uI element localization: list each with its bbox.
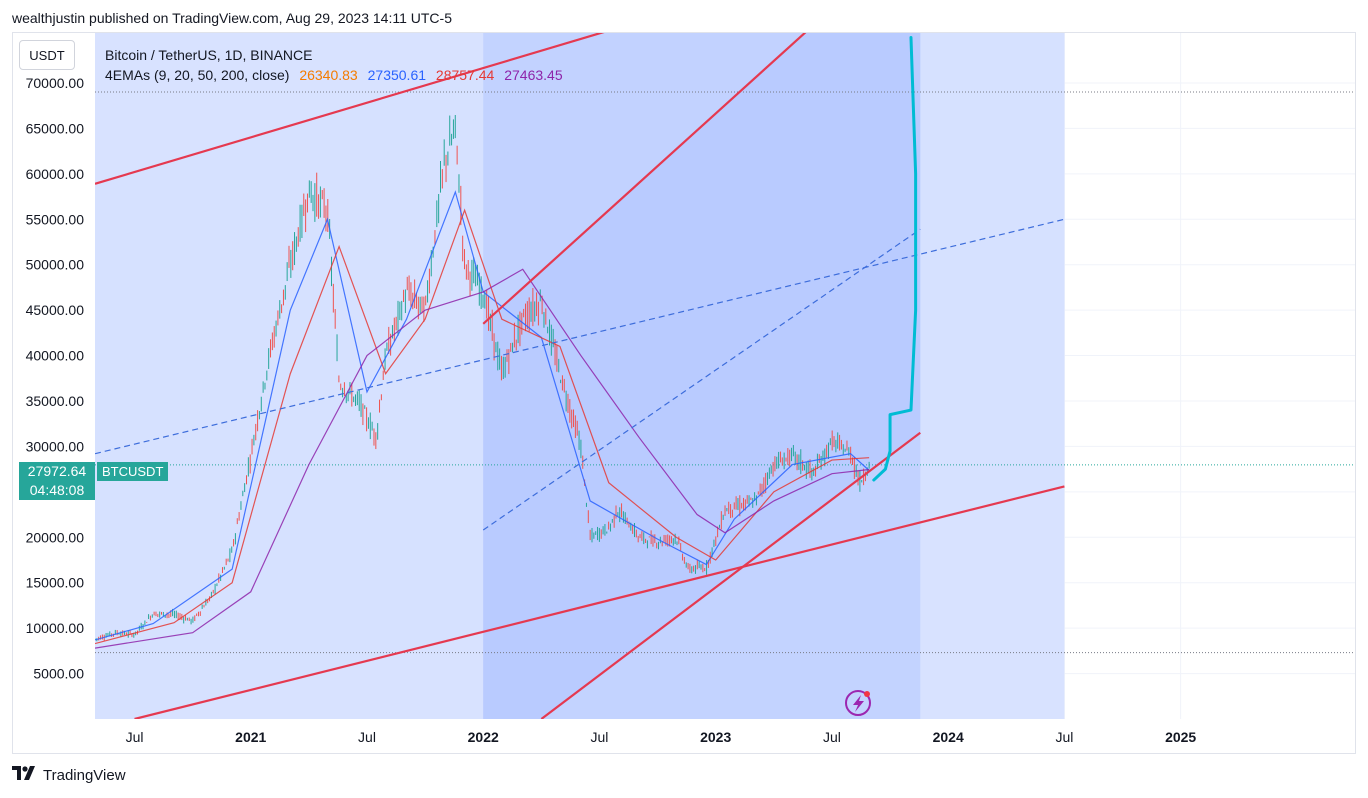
x-tick-label-2: Jul <box>358 729 376 745</box>
y-tick-label-7: 40000.00 <box>26 348 85 364</box>
channel-shading <box>95 33 1065 719</box>
symbol-tag: BTCUSDT <box>97 462 169 481</box>
tradingview-brand: TradingView <box>43 767 126 784</box>
chart-frame <box>12 32 1356 754</box>
y-tick-label-12: 65000.00 <box>26 120 85 136</box>
ema-lines <box>95 190 870 649</box>
dashed-trend-line-1 <box>482 228 921 531</box>
price-series <box>95 115 870 642</box>
projection-path <box>872 36 918 482</box>
x-axis: Jul 2021 Jul 2022 Jul 2023 Jul 2024 Jul 2025 <box>126 729 1197 745</box>
last-price: 27972.64 <box>27 463 87 479</box>
y-tick-label-13: 70000.00 <box>26 75 85 91</box>
ema-9-value: 26340.83 <box>299 67 358 83</box>
x-tick-label-3: 2022 <box>468 729 499 745</box>
horizontal-lines <box>95 91 1355 654</box>
y-tick-label-9: 50000.00 <box>26 257 85 273</box>
y-tick-label-0: 5000.00 <box>33 666 84 682</box>
trend-drawings <box>95 33 1065 719</box>
channel-line-2 <box>482 33 807 325</box>
y-tick-label-2: 15000.00 <box>26 575 85 591</box>
x-tick-label-7: 2024 <box>933 729 964 745</box>
ema-50-value: 28757.44 <box>435 67 495 83</box>
y-tick-label-5: 30000.00 <box>26 438 85 454</box>
y-tick-label-8: 45000.00 <box>26 302 85 318</box>
y-tick-label-10: 55000.00 <box>26 211 85 227</box>
x-tick-label-8: Jul <box>1055 729 1073 745</box>
last-price-tag: 27972.64 04:48:08 <box>19 462 95 500</box>
inner-channel-region <box>483 33 921 719</box>
legend-indicator[interactable]: 4EMAs (9, 20, 50, 200, close) 26340.83 2… <box>105 65 563 85</box>
tradingview-logo-icon <box>12 766 38 785</box>
tradingview-logo[interactable]: TradingView <box>12 766 126 785</box>
legend-symbol[interactable]: Bitcoin / TetherUS, 1D, BINANCE <box>105 47 313 63</box>
y-tick-label-6: 35000.00 <box>26 393 85 409</box>
channel-line-1 <box>134 485 1065 719</box>
channel-line-3 <box>540 431 921 719</box>
x-tick-label-9: 2025 <box>1165 729 1196 745</box>
x-tick-label-1: 2021 <box>235 729 266 745</box>
ema-20-value: 27350.61 <box>367 67 427 83</box>
ema-200-value: 27463.45 <box>504 67 563 83</box>
channel-line-0 <box>95 33 605 185</box>
y-axis: 5000.0010000.0015000.0020000.0025000.003… <box>26 75 85 682</box>
y-tick-label-11: 60000.00 <box>26 166 85 182</box>
publisher-line: wealthjustin published on TradingView.co… <box>12 10 452 26</box>
chart-legend: Bitcoin / TetherUS, 1D, BINANCE 4EMAs (9… <box>105 45 563 85</box>
dashed-trend-line-0 <box>95 218 1065 455</box>
lightning-badge-icon[interactable] <box>845 690 871 716</box>
x-tick-label-4: Jul <box>591 729 609 745</box>
ema-line-2 <box>95 268 870 649</box>
x-tick-label-0: Jul <box>126 729 144 745</box>
legend-indicator-name: 4EMAs (9, 20, 50, 200, close) <box>105 67 290 83</box>
x-tick-label-5: 2023 <box>700 729 731 745</box>
y-tick-label-1: 10000.00 <box>26 620 85 636</box>
ema-line-1 <box>95 208 870 645</box>
y-tick-label-3: 20000.00 <box>26 529 85 545</box>
bar-countdown: 04:48:08 <box>29 482 85 498</box>
x-tick-label-6: Jul <box>823 729 841 745</box>
currency-selector[interactable]: USDT <box>19 40 75 70</box>
